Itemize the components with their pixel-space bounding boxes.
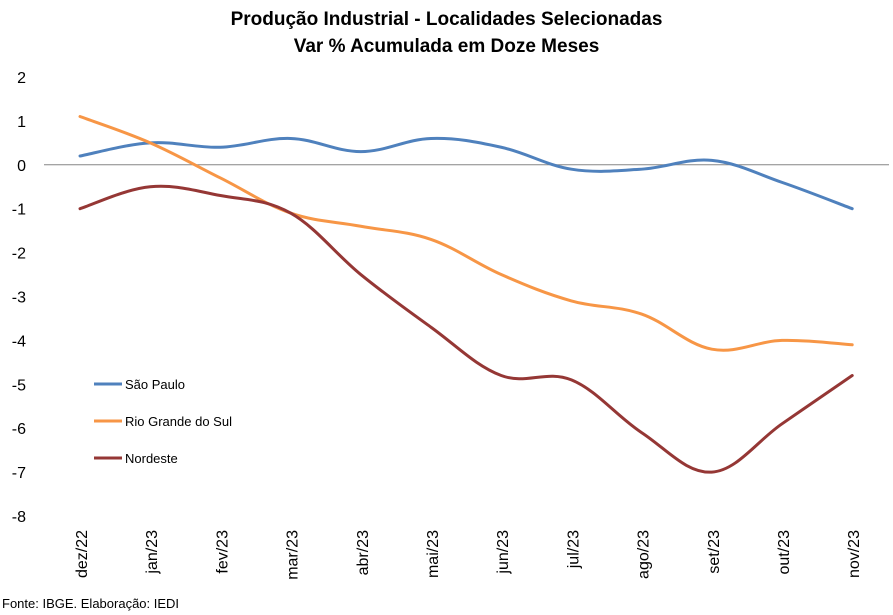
- y-tick-label: 0: [17, 158, 26, 175]
- x-tick-label: dez/22: [74, 530, 91, 578]
- series-line-2: [78, 184, 854, 474]
- legend-label-2: Nordeste: [125, 451, 178, 466]
- source-note: Fonte: IBGE. Elaboração: IEDI: [2, 596, 180, 611]
- y-tick-label: -6: [12, 421, 26, 438]
- y-tick-label: 2: [17, 70, 26, 87]
- x-tick-label: fev/23: [214, 530, 231, 574]
- y-tick-label: 1: [17, 114, 26, 131]
- x-tick-label: jun/23: [495, 530, 512, 575]
- y-tick-label: -1: [12, 202, 26, 219]
- x-tick-label: set/23: [706, 530, 723, 574]
- y-tick-label: -2: [12, 246, 26, 263]
- legend-label-0: São Paulo: [125, 377, 185, 392]
- y-tick-label: -3: [12, 290, 26, 307]
- x-tick-label: abr/23: [355, 530, 372, 575]
- title-line-1: Produção Industrial - Localidades Seleci…: [230, 9, 663, 30]
- legend: São Paulo Rio Grande do Sul Nordeste: [94, 377, 232, 466]
- y-tick-label: -8: [12, 509, 26, 526]
- x-tick-label: ago/23: [636, 530, 653, 579]
- series-lines: [78, 115, 854, 474]
- x-tick-label: jan/23: [144, 530, 161, 575]
- y-tick-label: -5: [12, 377, 26, 394]
- legend-label-1: Rio Grande do Sul: [125, 414, 232, 429]
- y-axis: 2 1 0 -1 -2 -3 -4 -5 -6 -7 -8: [12, 70, 26, 526]
- series-line-1: [78, 115, 854, 352]
- x-tick-label: out/23: [776, 530, 793, 575]
- x-axis: dez/22 jan/23 fev/23 mar/23 abr/23 mai/23 jun/…: [74, 530, 863, 580]
- x-tick-label: mar/23: [285, 530, 302, 580]
- chart-title: Produção Industrial - Localidades Seleci…: [0, 6, 893, 60]
- y-tick-label: -7: [12, 465, 26, 482]
- series-line-0: [78, 136, 854, 211]
- title-line-2: Var % Acumulada em Doze Meses: [293, 36, 600, 57]
- y-tick-label: -4: [12, 333, 26, 350]
- x-tick-label: mai/23: [425, 530, 442, 578]
- x-tick-label: jul/23: [565, 530, 582, 569]
- x-tick-label: nov/23: [846, 530, 863, 578]
